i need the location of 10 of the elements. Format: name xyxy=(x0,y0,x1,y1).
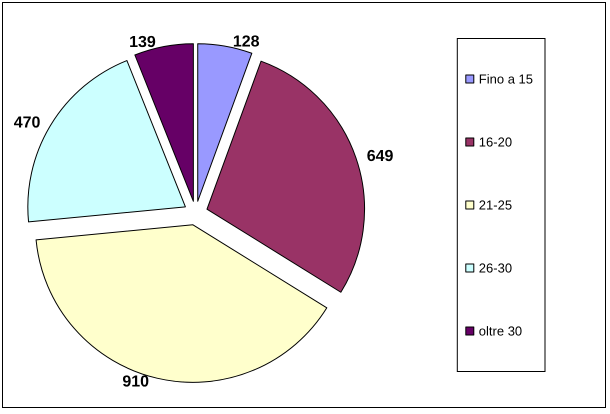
legend-label: 26-30 xyxy=(478,260,512,276)
data-label: 139 xyxy=(129,34,156,52)
data-label: 470 xyxy=(14,114,41,132)
data-label: 910 xyxy=(122,374,150,391)
legend-label: oltre 30 xyxy=(478,324,522,338)
legend-label: 21-25 xyxy=(478,198,512,212)
data-label: 649 xyxy=(366,148,394,165)
data-label: 128 xyxy=(232,34,260,51)
legend-label: Fino a 15 xyxy=(478,72,533,86)
legend-label: 16-20 xyxy=(478,134,512,150)
